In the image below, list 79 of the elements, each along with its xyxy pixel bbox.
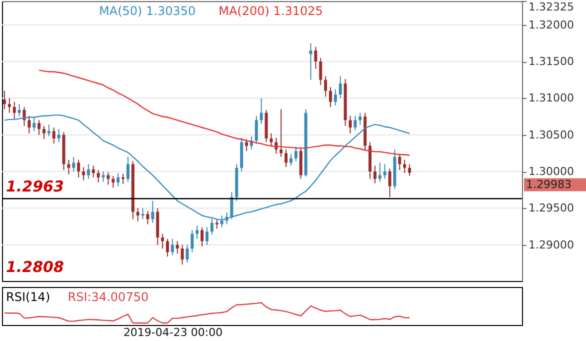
- candlestick: [289, 153, 292, 166]
- candlestick: [170, 238, 174, 256]
- candlestick: [245, 138, 248, 152]
- candlestick: [86, 164, 90, 180]
- series-label: RSI:34.00750: [68, 290, 149, 304]
- candlestick: [180, 244, 184, 266]
- candlestick: [102, 171, 105, 182]
- y-tick-label: 1.32325: [528, 0, 574, 14]
- candlestick: [141, 208, 144, 220]
- candlestick: [408, 164, 412, 176]
- candlestick: [200, 226, 204, 247]
- candlestick: [373, 165, 376, 184]
- candlestick: [196, 225, 199, 240]
- candlestick: [122, 173, 125, 184]
- y-tick-label: 1.32000: [528, 18, 574, 32]
- candlestick: [8, 98, 11, 114]
- candlestick: [67, 159, 70, 175]
- candlestick: [314, 46, 318, 70]
- candlestick: [334, 88, 337, 106]
- candlestick: [260, 98, 263, 124]
- candlestick: [96, 170, 100, 184]
- ref-line-label: 1.2963: [6, 178, 64, 196]
- candlestick: [338, 76, 342, 99]
- candlestick: [47, 124, 50, 137]
- candlestick: [270, 132, 273, 148]
- candlestick: [136, 208, 140, 222]
- candlestick: [151, 200, 154, 224]
- chart-title: RSI(14): [6, 290, 50, 304]
- candlestick: [354, 115, 357, 131]
- candlestick: [77, 159, 80, 178]
- candlestick: [348, 115, 352, 134]
- text: 1.29983: [526, 178, 572, 191]
- candlestick: [112, 175, 115, 188]
- y-tick-label: 1.30500: [528, 128, 574, 142]
- candlestick: [309, 42, 312, 80]
- candlestick: [166, 238, 169, 258]
- candlestick: [388, 168, 392, 198]
- candlestick: [32, 116, 36, 132]
- candlestick: [190, 230, 194, 253]
- candlestick: [284, 149, 288, 168]
- candlestick: [383, 164, 386, 180]
- candlestick: [324, 76, 328, 98]
- candlestick: [28, 115, 31, 134]
- candlestick: [319, 57, 322, 86]
- candlestick: [106, 172, 110, 186]
- candlestick: [403, 159, 406, 174]
- candlestick: [38, 120, 41, 136]
- candlestick: [72, 156, 76, 172]
- text: 2019-04-23 00:00: [123, 326, 223, 339]
- candlestick: [82, 166, 86, 181]
- candlestick: [42, 126, 46, 140]
- candlestick: [2, 90, 6, 110]
- candlestick: [126, 156, 130, 182]
- candlestick: [206, 226, 208, 246]
- candlestick: [52, 127, 56, 144]
- y-tick-label: 1.30000: [528, 165, 574, 178]
- y-tick-label: 1.29500: [528, 202, 574, 215]
- candlestick: [146, 210, 150, 225]
- candlestick: [92, 165, 95, 178]
- candlestick: [57, 128, 60, 143]
- candlestick: [116, 172, 120, 187]
- candlestick: [280, 108, 283, 158]
- candlestick: [378, 162, 382, 182]
- candlestick: [12, 101, 16, 120]
- y-tick-label: 1.31000: [528, 92, 574, 105]
- y-tick-label: 1.31500: [528, 55, 574, 68]
- y-tick-label: 1.29000: [528, 238, 574, 252]
- text: MA(200) 1.31025: [218, 4, 323, 18]
- candlestick: [186, 244, 189, 263]
- candlestick: [358, 112, 362, 126]
- candlestick: [254, 115, 258, 144]
- line-series: [38, 70, 410, 156]
- annotation: 1.2808: [6, 258, 64, 276]
- text: MA(50) 1.30350: [99, 4, 196, 18]
- candlestick: [161, 233, 164, 250]
- candlestick: [176, 240, 179, 254]
- candlestick: [328, 86, 332, 108]
- candlestick: [294, 146, 298, 162]
- candlestick: [398, 153, 402, 171]
